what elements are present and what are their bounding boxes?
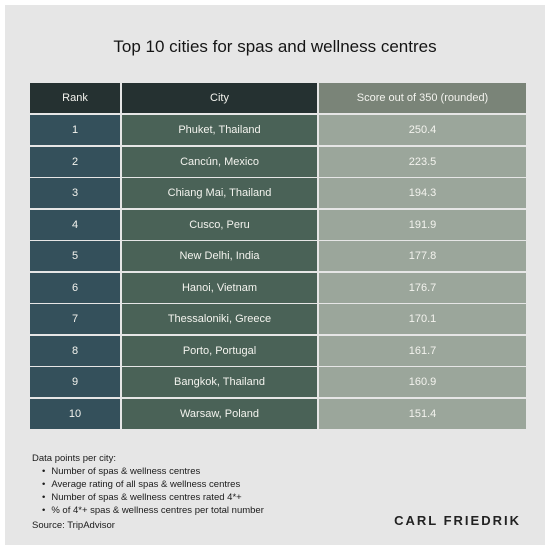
table-header-row: Rank City Score out of 350 (rounded) bbox=[30, 83, 526, 113]
city-cell: Cusco, Peru bbox=[122, 209, 317, 240]
table-row: 4 Cusco, Peru 191.9 bbox=[30, 209, 526, 240]
rank-cell: 2 bbox=[30, 146, 120, 177]
notes-block: Data points per city: Number of spas & w… bbox=[32, 452, 264, 532]
score-cell: 250.4 bbox=[319, 115, 526, 145]
header-rank: Rank bbox=[30, 83, 120, 113]
rank-cell: 9 bbox=[30, 367, 120, 397]
ranking-table: Rank City Score out of 350 (rounded) 1 Ph… bbox=[30, 83, 526, 430]
city-cell: Thessaloniki, Greece bbox=[122, 304, 317, 334]
rank-cell: 5 bbox=[30, 241, 120, 271]
table-row: 10 Warsaw, Poland 151.4 bbox=[30, 398, 526, 429]
score-cell: 176.7 bbox=[319, 272, 526, 303]
city-cell: Bangkok, Thailand bbox=[122, 367, 317, 397]
chart-title: Top 10 cities for spas and wellness cent… bbox=[113, 37, 437, 56]
table-row: 2 Cancún, Mexico 223.5 bbox=[30, 146, 526, 177]
table-row: 7 Thessaloniki, Greece 170.1 bbox=[30, 304, 526, 334]
score-cell: 161.7 bbox=[319, 335, 526, 366]
rank-cell: 8 bbox=[30, 335, 120, 366]
rank-cell: 6 bbox=[30, 272, 120, 303]
notes-list: Number of spas & wellness centres Averag… bbox=[32, 465, 264, 517]
source-note: Source: TripAdvisor bbox=[32, 520, 115, 531]
city-cell: Hanoi, Vietnam bbox=[122, 272, 317, 303]
table-row: 1 Phuket, Thailand 250.4 bbox=[30, 115, 526, 145]
score-cell: 177.8 bbox=[319, 241, 526, 271]
header-score: Score out of 350 (rounded) bbox=[319, 83, 526, 113]
table-row: 5 New Delhi, India 177.8 bbox=[30, 241, 526, 271]
score-cell: 151.4 bbox=[319, 398, 526, 429]
city-cell: New Delhi, India bbox=[122, 241, 317, 271]
notes-heading: Data points per city: bbox=[32, 453, 116, 464]
table-row: 6 Hanoi, Vietnam 176.7 bbox=[30, 272, 526, 303]
city-cell: Cancún, Mexico bbox=[122, 146, 317, 177]
city-cell: Chiang Mai, Thailand bbox=[122, 178, 317, 208]
notes-item: % of 4*+ spas & wellness centres per tot… bbox=[42, 504, 264, 517]
table-row: 8 Porto, Portugal 161.7 bbox=[30, 335, 526, 366]
table-row: 3 Chiang Mai, Thailand 194.3 bbox=[30, 178, 526, 208]
score-cell: 170.1 bbox=[319, 304, 526, 334]
table-row: 9 Bangkok, Thailand 160.9 bbox=[30, 367, 526, 397]
brand-logo: CARL FRIEDRIK bbox=[394, 513, 521, 528]
rank-cell: 4 bbox=[30, 209, 120, 240]
city-cell: Porto, Portugal bbox=[122, 335, 317, 366]
rank-cell: 7 bbox=[30, 304, 120, 334]
table-body: 1 Phuket, Thailand 250.4 2 Cancún, Mexico 223… bbox=[30, 115, 526, 429]
rank-cell: 10 bbox=[30, 398, 120, 429]
notes-item: Number of spas & wellness centres bbox=[42, 465, 264, 478]
city-cell: Warsaw, Poland bbox=[122, 398, 317, 429]
notes-item: Average rating of all spas & wellness ce… bbox=[42, 478, 264, 491]
infographic-card: Top 10 cities for spas and wellness cent… bbox=[5, 5, 545, 545]
score-cell: 191.9 bbox=[319, 209, 526, 240]
header-city: City bbox=[122, 83, 317, 113]
rank-cell: 3 bbox=[30, 178, 120, 208]
score-cell: 194.3 bbox=[319, 178, 526, 208]
score-cell: 223.5 bbox=[319, 146, 526, 177]
city-cell: Phuket, Thailand bbox=[122, 115, 317, 145]
rank-cell: 1 bbox=[30, 115, 120, 145]
score-cell: 160.9 bbox=[319, 367, 526, 397]
notes-item: Number of spas & wellness centres rated … bbox=[42, 491, 264, 504]
